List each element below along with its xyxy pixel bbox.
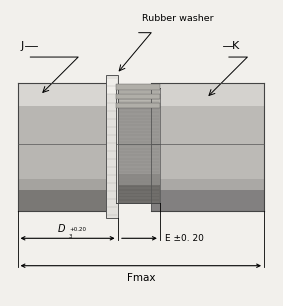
Bar — [151, 190, 264, 211]
Bar — [116, 174, 160, 185]
Text: +0.20: +0.20 — [69, 226, 86, 232]
Bar — [116, 88, 160, 203]
Bar — [151, 83, 264, 211]
Text: D: D — [58, 224, 66, 234]
Text: E ±0. 20: E ±0. 20 — [166, 234, 204, 243]
Bar — [116, 185, 160, 203]
Bar — [116, 94, 160, 99]
Bar — [116, 84, 160, 90]
Text: Fmax: Fmax — [127, 273, 155, 283]
Text: J: J — [20, 41, 24, 51]
Bar — [18, 179, 111, 190]
Bar — [116, 88, 160, 108]
Bar — [116, 103, 160, 108]
Bar — [18, 83, 111, 106]
Bar — [18, 190, 111, 211]
Bar — [151, 179, 264, 190]
Text: Rubber washer: Rubber washer — [142, 14, 213, 24]
Text: K: K — [231, 41, 239, 51]
Bar — [107, 77, 117, 94]
Bar — [151, 83, 264, 106]
Bar — [18, 83, 111, 211]
Text: 3: 3 — [69, 234, 72, 239]
Bar — [106, 75, 117, 218]
